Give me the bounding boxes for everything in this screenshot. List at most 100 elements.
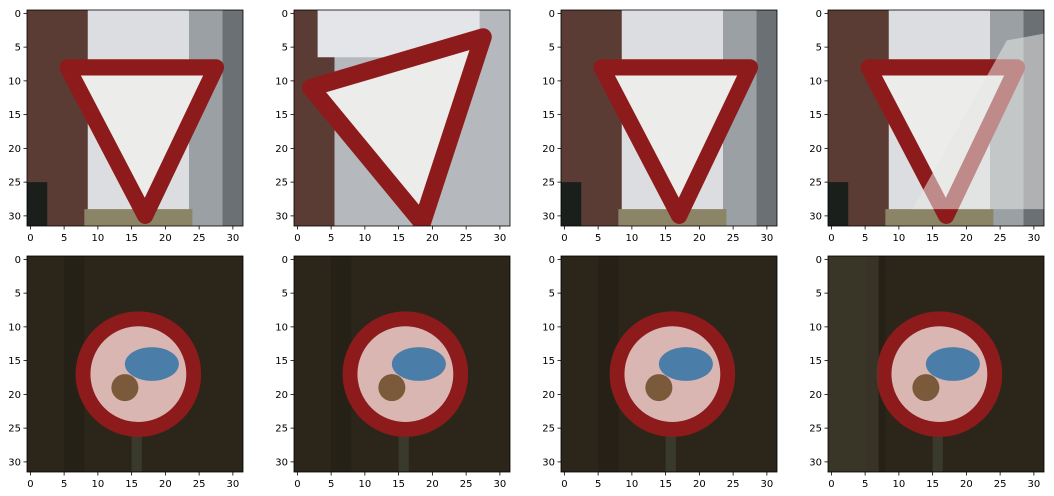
image-overlay xyxy=(828,256,879,472)
x-tick-label: 15 xyxy=(926,233,939,244)
y-tick-label: 15 xyxy=(275,110,288,121)
x-tick-label: 20 xyxy=(960,233,973,244)
axes-frame xyxy=(293,255,511,473)
panel: 0 5 10 15 20 25 30 0 5 10 15 20 25 30 xyxy=(809,255,1045,490)
y-tick-label: 5 xyxy=(282,289,288,300)
image-overlay xyxy=(912,33,1044,210)
x-tick-label: 25 xyxy=(994,479,1007,490)
x-tick-label: 5 xyxy=(862,233,868,244)
x-tick-label: 5 xyxy=(595,233,601,244)
x-tick-label: 5 xyxy=(61,233,67,244)
y-tick-label: 10 xyxy=(275,76,288,87)
y-tick-label: 0 xyxy=(816,9,822,20)
x-tick-label: 10 xyxy=(626,479,639,490)
y-tick-label: 15 xyxy=(809,356,822,367)
y-tick-label: 15 xyxy=(275,356,288,367)
y-tick-label: 25 xyxy=(542,424,555,435)
x-tick-label: 25 xyxy=(994,233,1007,244)
x-tick-label: 0 xyxy=(828,479,834,490)
y-tick-label: 30 xyxy=(8,211,21,222)
y-tick-label: 10 xyxy=(8,76,21,87)
y-tick-label: 5 xyxy=(15,289,21,300)
image xyxy=(561,10,777,229)
x-tick-label: 10 xyxy=(893,233,906,244)
y-tick-label: 30 xyxy=(542,211,555,222)
y-tick-label: 30 xyxy=(809,457,822,468)
y-tick-label: 15 xyxy=(809,110,822,121)
y-tick-label: 25 xyxy=(809,424,822,435)
x-tick-label: 20 xyxy=(693,233,706,244)
y-tick-label: 25 xyxy=(8,424,21,435)
x-tick-label: 0 xyxy=(27,233,33,244)
x-tick-label: 5 xyxy=(328,479,334,490)
y-tick-label: 5 xyxy=(15,43,21,54)
panel: 0 5 10 15 20 25 30 0 5 10 15 20 25 30 xyxy=(275,255,511,490)
y-tick-label: 0 xyxy=(15,255,21,266)
panels: 0 5 10 15 20 25 30 0 5 10 15 20 25 30 0 5 10 15 20 25 30 0 5 10… xyxy=(8,9,1045,490)
x-tick-label: 30 xyxy=(227,479,240,490)
y-tick-label: 20 xyxy=(8,144,21,155)
x-tick-label: 5 xyxy=(328,233,334,244)
y-tick-label: 10 xyxy=(542,76,555,87)
x-tick-label: 30 xyxy=(494,479,507,490)
x-tick-label: 10 xyxy=(359,233,372,244)
y-tick-label: 20 xyxy=(542,144,555,155)
axes-frame xyxy=(26,255,244,473)
x-tick-label: 25 xyxy=(727,233,740,244)
x-tick-label: 10 xyxy=(626,233,639,244)
y-tick-label: 0 xyxy=(816,255,822,266)
image xyxy=(561,256,777,472)
x-tick-label: 0 xyxy=(561,479,567,490)
axes-frame xyxy=(560,9,778,227)
y-tick-label: 30 xyxy=(275,211,288,222)
image xyxy=(27,10,243,229)
x-tick-label: 20 xyxy=(426,233,439,244)
x-tick-label: 15 xyxy=(659,233,672,244)
x-tick-label: 5 xyxy=(61,479,67,490)
image xyxy=(294,10,510,226)
x-tick-label: 20 xyxy=(693,479,706,490)
y-tick-label: 0 xyxy=(282,9,288,20)
y-tick-label: 10 xyxy=(809,322,822,333)
y-tick-label: 5 xyxy=(816,43,822,54)
x-tick-label: 15 xyxy=(926,479,939,490)
y-tick-label: 5 xyxy=(549,289,555,300)
y-tick-label: 30 xyxy=(275,457,288,468)
x-tick-label: 25 xyxy=(460,479,473,490)
panel: 0 5 10 15 20 25 30 0 5 10 15 20 25 30 xyxy=(809,9,1045,244)
x-tick-label: 30 xyxy=(1028,233,1041,244)
y-tick-label: 10 xyxy=(809,76,822,87)
x-tick-label: 25 xyxy=(727,479,740,490)
y-tick-label: 0 xyxy=(549,255,555,266)
x-tick-label: 0 xyxy=(294,233,300,244)
y-tick-label: 25 xyxy=(809,178,822,189)
x-tick-label: 25 xyxy=(193,233,206,244)
y-tick-label: 20 xyxy=(275,144,288,155)
x-tick-label: 30 xyxy=(1028,479,1041,490)
y-tick-label: 0 xyxy=(282,255,288,266)
y-tick-label: 0 xyxy=(15,9,21,20)
y-tick-label: 20 xyxy=(8,390,21,401)
x-tick-label: 0 xyxy=(294,479,300,490)
y-tick-label: 5 xyxy=(282,43,288,54)
x-tick-label: 0 xyxy=(27,479,33,490)
x-tick-label: 10 xyxy=(92,479,105,490)
x-tick-label: 0 xyxy=(828,233,834,244)
x-tick-label: 30 xyxy=(761,479,774,490)
x-tick-label: 25 xyxy=(193,479,206,490)
x-tick-label: 0 xyxy=(561,233,567,244)
y-tick-label: 20 xyxy=(809,390,822,401)
panel: 0 5 10 15 20 25 30 0 5 10 15 20 25 30 xyxy=(8,255,244,490)
y-tick-label: 20 xyxy=(542,390,555,401)
panel: 0 5 10 15 20 25 30 0 5 10 15 20 25 30 xyxy=(542,255,778,490)
x-tick-label: 20 xyxy=(960,479,973,490)
axes-frame xyxy=(560,255,778,473)
x-tick-label: 10 xyxy=(359,479,372,490)
x-tick-label: 30 xyxy=(761,233,774,244)
image xyxy=(294,256,510,472)
axes-frame xyxy=(26,9,244,227)
y-tick-label: 30 xyxy=(809,211,822,222)
x-tick-label: 30 xyxy=(494,233,507,244)
panel: 0 5 10 15 20 25 30 0 5 10 15 20 25 30 xyxy=(275,9,511,244)
